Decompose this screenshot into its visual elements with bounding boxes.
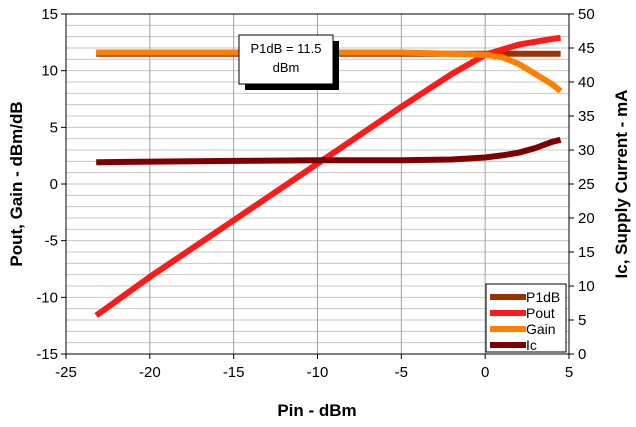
y-tick-label: 10 — [41, 63, 58, 80]
x-tick-label: -5 — [395, 364, 408, 381]
y-tick-label: 5 — [50, 119, 58, 136]
tick-labels: -25 -20 -15 -10 -5 0 5-15-10-50510150510152025… — [36, 6, 594, 381]
y2-tick-label: 25 — [578, 176, 595, 193]
x-tick-label: 5 — [565, 364, 573, 381]
y2-tick-label: 35 — [578, 108, 595, 125]
y2-tick-label: 30 — [578, 142, 595, 159]
x-tick-label: 0 — [481, 364, 489, 381]
x-tick-label: -20 — [139, 364, 161, 381]
y-tick-label: -5 — [45, 233, 58, 250]
y2-axis-title: Ic, Supply Current - mA — [612, 90, 631, 279]
y-tick-label: 15 — [41, 6, 58, 23]
y2-tick-label: 20 — [578, 210, 595, 227]
series-line-ic — [96, 136, 562, 166]
annotation-line2: dBm — [273, 60, 300, 75]
y2-tick-label: 0 — [578, 346, 586, 363]
y2-tick-label: 10 — [578, 278, 595, 295]
y2-tick-label: 15 — [578, 244, 595, 261]
legend-label-gain: Gain — [526, 321, 556, 337]
p1db-annotation: P1dB = 11.5 dBm — [238, 34, 339, 90]
legend-label-ic: Ic — [526, 337, 537, 353]
series-line-pout — [94, 34, 561, 318]
axes — [61, 13, 574, 359]
annotation-line1: P1dB = 11.5 — [251, 41, 322, 56]
x-tick-label: -15 — [223, 364, 245, 381]
x-axis-title: Pin - dBm — [277, 401, 356, 420]
legend-label-p1db: P1dB — [526, 289, 560, 305]
y2-tick-label: 45 — [578, 40, 595, 57]
x-tick-label: -25 — [55, 364, 77, 381]
y-tick-label: -10 — [36, 289, 58, 306]
gridlines — [66, 14, 569, 354]
y2-tick-label: 40 — [578, 74, 595, 91]
y-tick-label: -15 — [36, 346, 58, 363]
y2-tick-label: 50 — [578, 6, 595, 23]
y-axis-title: Pout, Gain - dBm/dB — [7, 101, 26, 266]
y-tick-label: 0 — [50, 176, 58, 193]
annotation-box — [238, 34, 334, 85]
legend-label-pout: Pout — [526, 305, 555, 321]
x-tick-label: -10 — [307, 364, 329, 381]
y2-tick-label: 5 — [578, 312, 586, 329]
